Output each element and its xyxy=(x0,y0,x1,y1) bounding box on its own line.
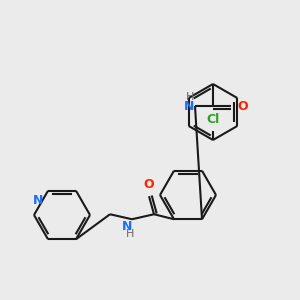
Text: H: H xyxy=(126,229,134,239)
Text: O: O xyxy=(144,178,154,191)
Text: H: H xyxy=(186,92,194,102)
Text: O: O xyxy=(237,100,247,112)
Text: N: N xyxy=(33,194,43,207)
Text: N: N xyxy=(184,100,194,112)
Text: Cl: Cl xyxy=(206,113,220,126)
Text: N: N xyxy=(122,220,132,233)
